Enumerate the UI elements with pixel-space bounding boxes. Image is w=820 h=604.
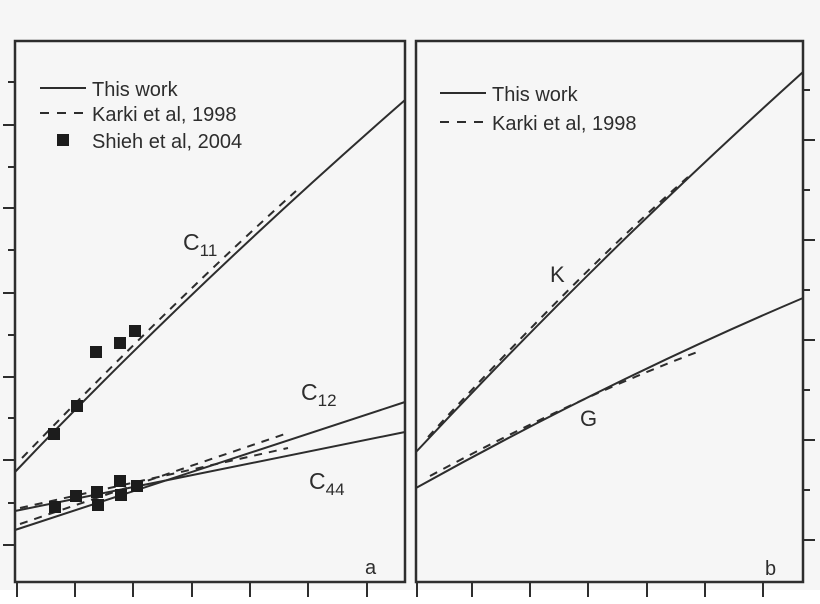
curve-g-this-work bbox=[415, 297, 804, 489]
legend-label-karki-et-al-1998: Karki et al, 1998 bbox=[92, 104, 237, 126]
scatter-point-shieh-2004 bbox=[115, 489, 127, 501]
curve-label-c11: C11 bbox=[183, 229, 217, 260]
legend-square-marker-sample bbox=[57, 134, 69, 146]
curve-c12-this-work bbox=[14, 401, 406, 531]
curve-label-c44: C44 bbox=[309, 468, 345, 499]
curve-g-karki-et-al-1998 bbox=[429, 350, 701, 477]
curve-label-k: K bbox=[550, 262, 565, 287]
curve-label-c12: C12 bbox=[301, 379, 337, 410]
scatter-point-shieh-2004 bbox=[71, 400, 83, 412]
legend-label-this-work: This work bbox=[492, 84, 579, 106]
curve-label-g: G bbox=[580, 406, 597, 431]
curve-c11-this-work bbox=[14, 99, 406, 473]
scatter-point-shieh-2004 bbox=[131, 480, 143, 492]
panel-letter-a: a bbox=[365, 557, 377, 579]
scatter-point-shieh-2004 bbox=[70, 490, 82, 502]
curve-c44-karki-et-al-1998 bbox=[19, 447, 289, 509]
scatter-point-shieh-2004 bbox=[91, 486, 103, 498]
scatter-point-shieh-2004 bbox=[129, 325, 141, 337]
scatter-point-shieh-2004 bbox=[114, 475, 126, 487]
panel-letter-b: b bbox=[765, 558, 776, 580]
scatter-point-shieh-2004 bbox=[49, 501, 61, 513]
scatter-point-shieh-2004 bbox=[90, 346, 102, 358]
scatter-point-shieh-2004 bbox=[114, 337, 126, 349]
scatter-point-shieh-2004 bbox=[48, 428, 60, 440]
legend-label-shieh-et-al-2004: Shieh et al, 2004 bbox=[92, 131, 242, 153]
bottom-margin-strip bbox=[0, 590, 820, 604]
panel-b-frame bbox=[414, 39, 805, 584]
scatter-point-shieh-2004 bbox=[92, 499, 104, 511]
legend-label-karki-et-al-1998: Karki et al, 1998 bbox=[492, 113, 637, 135]
legend-label-this-work: This work bbox=[92, 79, 179, 101]
curve-k-this-work bbox=[415, 71, 804, 453]
panel-a-frame bbox=[13, 39, 407, 584]
